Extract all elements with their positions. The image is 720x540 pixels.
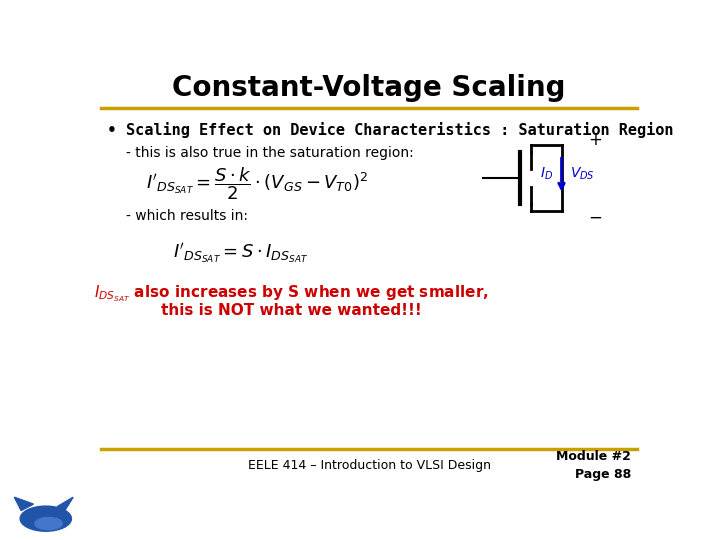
Text: $V_{DS}$: $V_{DS}$ — [570, 166, 595, 182]
Ellipse shape — [20, 506, 71, 531]
Text: Constant-Voltage Scaling: Constant-Voltage Scaling — [172, 73, 566, 102]
Text: −: − — [588, 208, 602, 226]
Text: •: • — [107, 123, 117, 138]
Text: +: + — [588, 131, 602, 150]
Text: EELE 414 – Introduction to VLSI Design: EELE 414 – Introduction to VLSI Design — [248, 458, 490, 472]
Text: $I_{DS_{SAT}}$ also increases by S when we get smaller,: $I_{DS_{SAT}}$ also increases by S when … — [94, 283, 488, 304]
Text: Module #2
Page 88: Module #2 Page 88 — [557, 450, 631, 481]
Text: $I_D$: $I_D$ — [540, 166, 553, 182]
Polygon shape — [14, 497, 33, 511]
Ellipse shape — [35, 517, 62, 530]
Text: - this is also true in the saturation region:: - this is also true in the saturation re… — [126, 146, 414, 160]
Text: - which results in:: - which results in: — [126, 209, 248, 222]
Polygon shape — [58, 497, 73, 511]
Text: this is NOT what we wanted!!!: this is NOT what we wanted!!! — [161, 303, 421, 319]
Text: $I'_{DS_{SAT}} = S \cdot I_{DS_{SAT}}$: $I'_{DS_{SAT}} = S \cdot I_{DS_{SAT}}$ — [173, 242, 308, 266]
Text: $I'_{DS_{SAT}} = \dfrac{S \cdot k}{2} \cdot (V_{GS} - V_{T0})^2$: $I'_{DS_{SAT}} = \dfrac{S \cdot k}{2} \c… — [146, 166, 369, 202]
Text: Scaling Effect on Device Characteristics : Saturation Region: Scaling Effect on Device Characteristics… — [126, 122, 674, 138]
